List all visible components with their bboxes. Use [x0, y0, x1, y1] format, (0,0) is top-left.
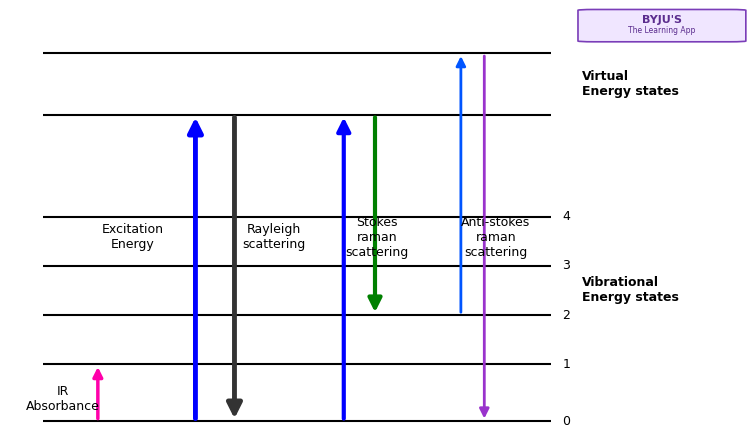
Text: Anti-stokes
raman
scattering: Anti-stokes raman scattering — [461, 216, 531, 259]
Text: Rayleigh
scattering: Rayleigh scattering — [242, 223, 305, 251]
Text: 4: 4 — [562, 211, 570, 223]
Text: BYJU'S: BYJU'S — [641, 15, 682, 25]
Text: IR
Absorbance: IR Absorbance — [26, 385, 100, 413]
Text: 2: 2 — [562, 309, 570, 322]
Text: Vibrational
Energy states: Vibrational Energy states — [582, 277, 679, 305]
FancyBboxPatch shape — [578, 9, 746, 42]
Text: The Learning App: The Learning App — [628, 26, 695, 35]
Text: Stokes
raman
scattering: Stokes raman scattering — [346, 216, 409, 259]
Text: Virtual
Energy states: Virtual Energy states — [582, 70, 679, 98]
Text: 1: 1 — [562, 358, 570, 371]
Text: 3: 3 — [562, 260, 570, 273]
Text: 0: 0 — [562, 415, 570, 428]
Text: Excitation
Energy: Excitation Energy — [102, 223, 164, 251]
